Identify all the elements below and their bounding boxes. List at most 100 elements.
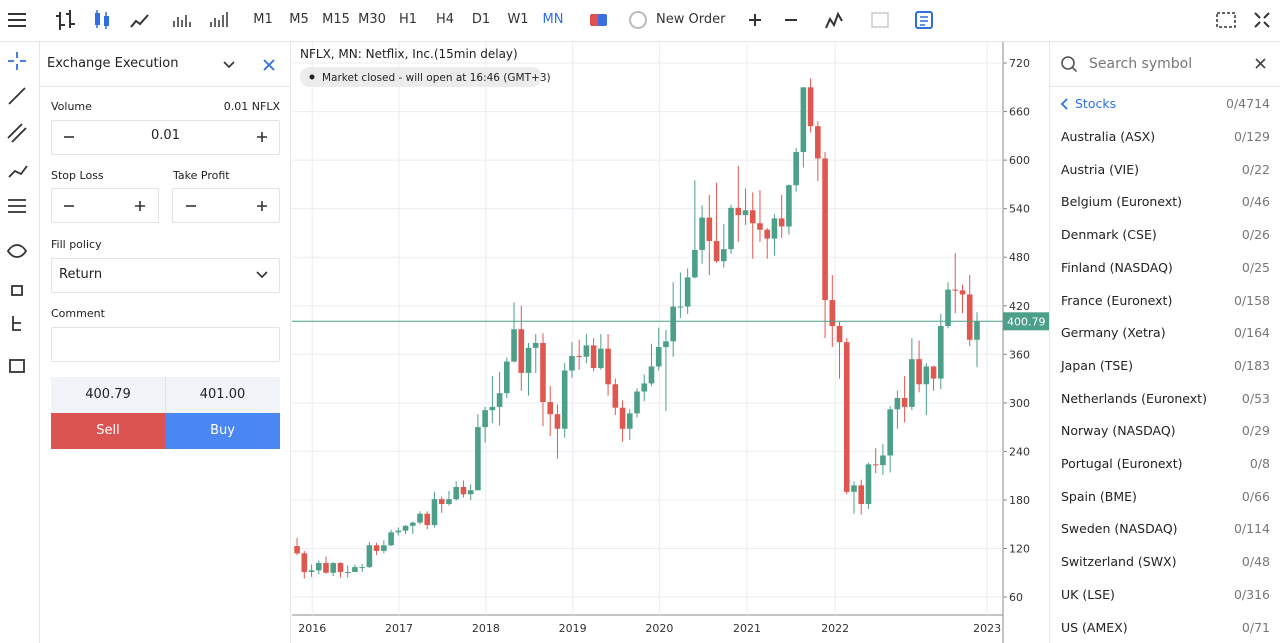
symbol-group[interactable]: Sweden (NASDAQ) — [1061, 521, 1178, 537]
symbol-group[interactable]: Netherlands (Euronext) — [1061, 390, 1207, 406]
symbol-group[interactable]: Austria (VIE) — [1061, 161, 1140, 177]
sell-button[interactable]: Sell — [51, 413, 165, 449]
symbol-count: 0/29 — [1241, 423, 1270, 439]
candle-body — [518, 329, 525, 373]
timeframe-button[interactable]: M1 — [253, 12, 273, 27]
zoom-icons[interactable] — [749, 14, 797, 26]
symbol-group[interactable]: Portugal (Euronext) — [1061, 456, 1183, 471]
candle-body — [323, 563, 329, 573]
timeframe-button[interactable]: D1 — [471, 12, 491, 27]
menu-icon[interactable] — [8, 13, 26, 27]
symbol-count: 0/26 — [1241, 227, 1270, 243]
symbol-count: 0/114 — [1233, 521, 1270, 537]
candle-body — [366, 545, 373, 568]
symbol-group[interactable]: Spain (BME) — [1061, 488, 1137, 504]
candle-body — [916, 359, 922, 385]
timeframe-button[interactable]: H1 — [398, 12, 418, 27]
candle-body — [373, 545, 380, 551]
comment-input[interactable] — [51, 327, 280, 362]
fill-policy-select[interactable] — [51, 258, 280, 293]
visibility-tool[interactable] — [6, 244, 28, 258]
bars-icon[interactable] — [56, 10, 75, 30]
candle-body — [467, 490, 474, 495]
symbol-group[interactable]: US (AMEX) — [1061, 619, 1128, 635]
timeframe-button[interactable]: M30 — [358, 12, 386, 27]
objects-tool[interactable] — [12, 316, 21, 331]
trendline-tool[interactable] — [8, 87, 26, 105]
calendar-icon[interactable] — [871, 12, 889, 28]
fill-policy-value[interactable]: Return — [59, 267, 103, 282]
candle-body — [641, 383, 648, 392]
volume-value[interactable]: 0.01 — [151, 128, 180, 143]
execution-type[interactable]: Exchange Execution — [47, 56, 179, 71]
indicator-icon[interactable] — [825, 11, 843, 29]
plus-button[interactable] — [257, 132, 267, 142]
news-icon[interactable] — [915, 11, 933, 29]
fill-policy-label: Fill policy — [51, 238, 102, 251]
search-input[interactable]: Search symbol — [1089, 56, 1193, 72]
symbol-group[interactable]: Germany (Xetra) — [1061, 325, 1166, 341]
take-profit-input[interactable] — [172, 188, 280, 223]
candle-body — [395, 530, 402, 533]
toolbar-icons — [8, 10, 1270, 30]
candle-body — [330, 563, 337, 573]
plus-button[interactable] — [257, 201, 267, 211]
channel-tool[interactable] — [7, 123, 27, 143]
symbol-count: 0/129 — [1233, 129, 1270, 144]
candle-body — [475, 427, 481, 491]
select-chevron — [256, 271, 268, 279]
candle-body — [626, 413, 633, 429]
symbol-group[interactable]: France (Euronext) — [1061, 292, 1173, 308]
crosshair-tool[interactable] — [8, 52, 26, 70]
candle-body — [692, 249, 698, 278]
timeframe-button[interactable]: M15 — [322, 12, 350, 27]
path-tool[interactable] — [8, 165, 28, 178]
fullscreen-icon[interactable] — [1254, 12, 1270, 28]
close-button[interactable] — [263, 59, 275, 71]
candle-body — [909, 359, 915, 407]
new-order-button[interactable]: New Order — [656, 12, 726, 27]
lock-tool[interactable] — [11, 285, 23, 296]
candle-body — [670, 306, 676, 342]
symbol-group[interactable]: UK (LSE) — [1061, 586, 1115, 602]
symbol-group[interactable]: Denmark (CSE) — [1061, 227, 1157, 243]
candles-icon[interactable] — [95, 10, 109, 29]
chevron[interactable] — [223, 61, 235, 69]
fibo-tool[interactable] — [8, 199, 26, 213]
timeframe-button[interactable]: M5 — [289, 12, 309, 27]
back-icon[interactable] — [1060, 97, 1070, 111]
symbol-group[interactable]: Japan (TSE) — [1061, 357, 1134, 373]
volume-icon[interactable] — [173, 15, 191, 27]
screenshot-icon[interactable] — [1216, 12, 1236, 28]
stop-loss-input[interactable] — [51, 188, 159, 223]
symbol-group[interactable]: Belgium (Euronext) — [1061, 194, 1182, 210]
candle-body — [540, 342, 546, 403]
y-tick-label: 60 — [1009, 591, 1023, 604]
x-tick-label: 2016 — [298, 622, 326, 635]
buy-button[interactable]: Buy — [165, 413, 280, 449]
y-tick-label: 300 — [1009, 397, 1030, 410]
symbol-group[interactable]: Finland (NASDAQ) — [1061, 259, 1173, 275]
group-name[interactable]: Stocks — [1075, 96, 1117, 111]
timeframe-button[interactable]: H4 — [435, 12, 455, 27]
timeframe-button[interactable]: W1 — [507, 12, 529, 27]
symbol-count: 0/25 — [1241, 259, 1270, 275]
plus-button[interactable] — [135, 201, 145, 211]
candle-body — [453, 487, 459, 500]
clear-search[interactable] — [1255, 58, 1266, 69]
volume-input[interactable] — [51, 120, 280, 155]
x-tick-label: 2020 — [645, 622, 673, 635]
candle-body — [634, 391, 640, 414]
timeframe-button[interactable]: MN — [542, 12, 564, 27]
tick-volume-icon[interactable] — [210, 12, 228, 27]
symbol-group[interactable]: Australia (ASX) — [1061, 129, 1156, 144]
candle-body — [431, 499, 438, 526]
symbol-group[interactable]: Switzerland (SWX) — [1061, 554, 1177, 570]
search-icons — [1061, 56, 1266, 73]
candle-body — [937, 325, 944, 379]
layers-tool[interactable] — [9, 359, 25, 373]
line-icon[interactable] — [130, 14, 149, 28]
clock-icon[interactable] — [629, 11, 647, 29]
symbol-group[interactable]: Norway (NASDAQ) — [1061, 423, 1176, 439]
candle-body — [337, 563, 344, 572]
